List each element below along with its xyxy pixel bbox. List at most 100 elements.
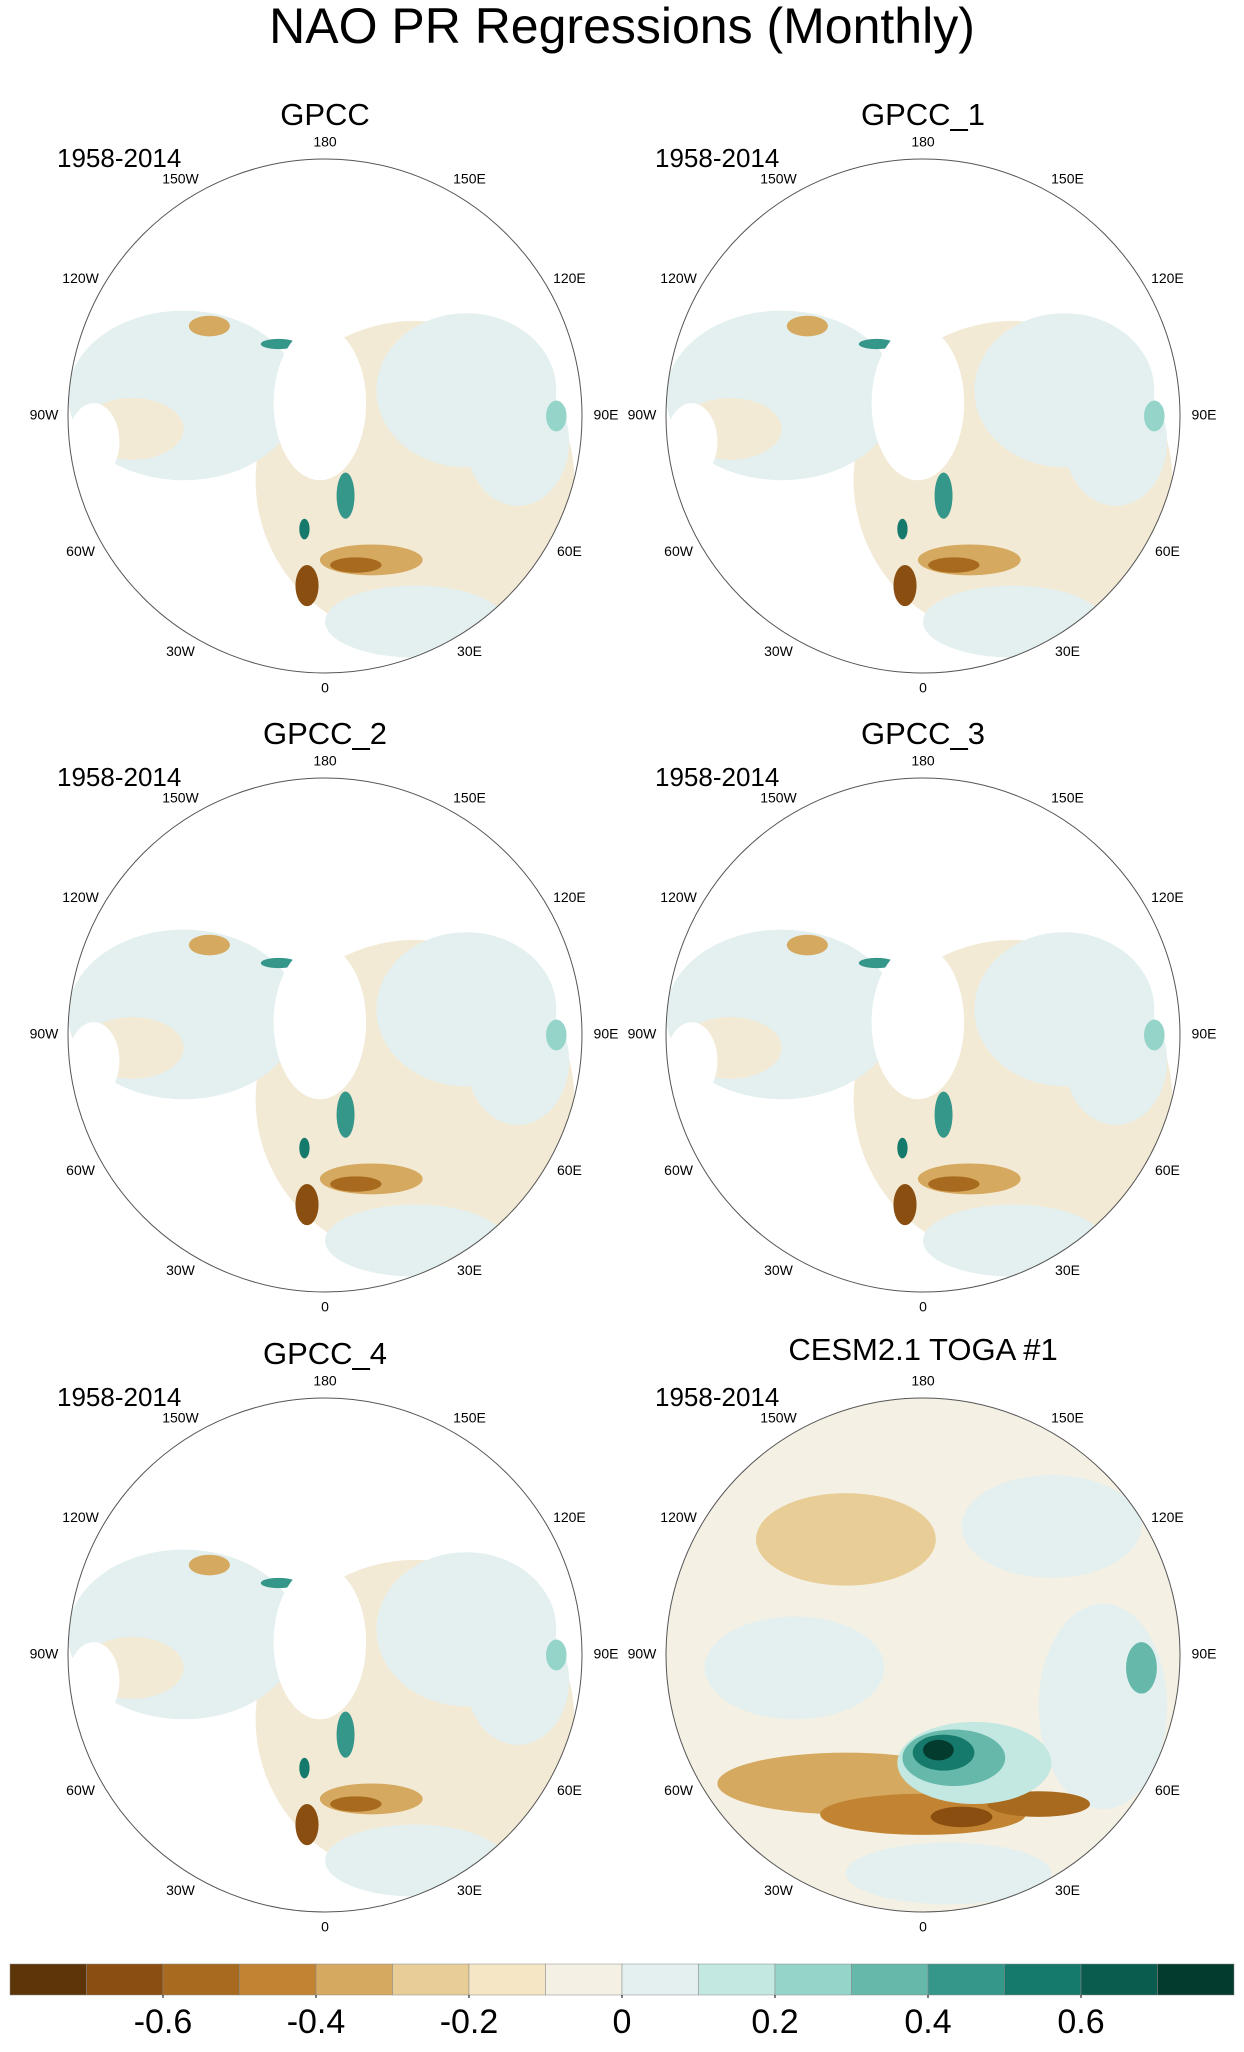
colorbar-box <box>545 1963 623 1996</box>
contour-region <box>299 1757 310 1779</box>
contour-region <box>295 565 319 607</box>
longitude-label: 150W <box>760 1409 797 1425</box>
contour-region <box>68 1022 120 1100</box>
contour-region <box>923 1739 954 1761</box>
longitude-label: 120W <box>660 270 697 286</box>
contour-region <box>786 934 828 956</box>
longitude-label: 30W <box>764 1262 794 1278</box>
colorbar-box <box>392 1963 470 1996</box>
map-fill <box>666 1398 1180 1912</box>
contour-region <box>666 403 718 481</box>
contour-region <box>188 1554 230 1576</box>
colorbar-box <box>1157 1963 1235 1996</box>
longitude-label: 150W <box>760 789 797 805</box>
map-fill <box>666 929 1173 1292</box>
contour-region <box>188 934 230 956</box>
longitude-label: 30E <box>1055 643 1080 659</box>
longitude-label: 150E <box>1051 170 1084 186</box>
longitude-label: 180 <box>313 1373 337 1389</box>
figure-title: NAO PR Regressions (Monthly) <box>269 0 975 54</box>
panel-period: 1958-2014 <box>655 143 779 173</box>
longitude-label: 150E <box>1051 1409 1084 1425</box>
colorbar-box <box>239 1963 317 1996</box>
longitude-label: 60E <box>557 1162 582 1178</box>
panel-title: GPCC_2 <box>263 716 387 751</box>
map-boundary <box>665 1397 1181 1913</box>
map-panel: GPCC 1958-2014 180 150E 120E 90E 60E 30E 0 30W 60W… <box>30 97 619 696</box>
contour-region <box>546 1019 567 1051</box>
longitude-label: 90W <box>30 1026 60 1042</box>
map-boundary <box>67 777 583 1293</box>
longitude-label: 90W <box>628 1026 658 1042</box>
contour-region <box>930 1806 993 1828</box>
contour-region <box>260 957 297 969</box>
contour-region <box>934 1091 953 1138</box>
panel-title: CESM2.1 TOGA #1 <box>788 1332 1057 1367</box>
longitude-label: 120E <box>1151 889 1184 905</box>
colorbar-label: -0.4 <box>287 2003 346 2041</box>
longitude-label: 0 <box>321 1299 329 1315</box>
contour-region <box>666 498 872 673</box>
longitude-label: 180 <box>911 753 935 769</box>
longitude-label: 150E <box>453 170 486 186</box>
longitude-label: 120E <box>553 270 586 286</box>
map-panel: GPCC_1 1958-2014 180 150E 120E 90E 60E 30E 0 30W 6… <box>628 97 1217 696</box>
colorbar-label: -0.2 <box>440 2003 499 2041</box>
longitude-label: 0 <box>321 1919 329 1935</box>
contour-region <box>260 1577 297 1589</box>
contour-region <box>68 1737 274 1912</box>
colorbar-box <box>621 1963 699 1996</box>
contour-region <box>295 1804 319 1846</box>
colorbar-label: 0 <box>613 2003 632 2041</box>
longitude-label: 30W <box>764 643 794 659</box>
contour-region <box>786 315 828 337</box>
longitude-label: 180 <box>911 1373 935 1389</box>
colorbar-box <box>86 1963 164 1996</box>
contour-region <box>1144 1019 1165 1051</box>
contour-region <box>1126 1642 1157 1694</box>
longitude-label: 150E <box>453 1409 486 1425</box>
contour-region <box>1038 1603 1168 1810</box>
longitude-label: 180 <box>313 134 337 150</box>
panel-period: 1958-2014 <box>57 143 181 173</box>
map-boundary <box>67 1397 583 1913</box>
longitude-label: 120W <box>62 889 99 905</box>
longitude-label: 120W <box>660 1509 697 1525</box>
longitude-label: 150W <box>760 170 797 186</box>
longitude-label: 90E <box>1192 407 1217 423</box>
longitude-label: 120W <box>660 889 697 905</box>
contour-region <box>546 400 567 432</box>
contour-region <box>68 498 274 673</box>
contour-region <box>68 1642 120 1720</box>
colorbar-box <box>468 1963 546 1996</box>
colorbar-box <box>9 1963 87 1996</box>
map-panel: GPCC_2 1958-2014 180 150E 120E 90E 60E 30E 0 30W 6… <box>30 716 619 1315</box>
longitude-label: 0 <box>919 680 927 696</box>
map-panel: GPCC_3 1958-2014 180 150E 120E 90E 60E 30E 0 30W 6… <box>628 716 1217 1315</box>
colorbar-label: 0.4 <box>904 2003 951 2041</box>
longitude-label: 60E <box>1155 1162 1180 1178</box>
contour-region <box>299 1137 310 1159</box>
map-panel: GPCC_4 1958-2014 180 150E 120E 90E 60E 30E 0 30W 6… <box>30 1336 619 1935</box>
longitude-label: 30E <box>457 1882 482 1898</box>
longitude-label: 120E <box>1151 270 1184 286</box>
contour-region <box>330 557 382 573</box>
longitude-label: 30E <box>1055 1882 1080 1898</box>
contour-region <box>858 338 895 350</box>
longitude-label: 150E <box>453 789 486 805</box>
longitude-label: 150W <box>162 170 199 186</box>
contour-region <box>928 1176 980 1192</box>
panel-title: GPCC_4 <box>263 1336 387 1371</box>
map-fill <box>666 310 1173 673</box>
longitude-label: 90W <box>30 407 60 423</box>
contour-region <box>336 1711 355 1758</box>
longitude-label: 120E <box>553 889 586 905</box>
longitude-label: 60E <box>1155 543 1180 559</box>
contour-region <box>330 1796 382 1812</box>
colorbar-box <box>1080 1963 1158 1996</box>
colorbar-box <box>315 1963 393 1996</box>
contour-region <box>871 326 965 481</box>
longitude-label: 60W <box>66 543 96 559</box>
contour-region <box>897 518 908 540</box>
